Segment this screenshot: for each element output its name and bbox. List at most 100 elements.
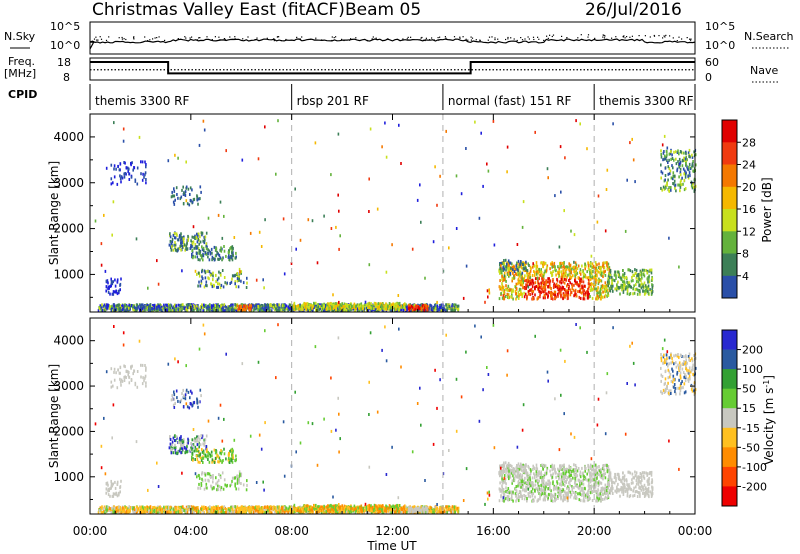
power-cell: [183, 306, 186, 310]
power-cell: [596, 263, 598, 267]
power-cell: [680, 150, 682, 154]
power-cell: [305, 307, 308, 311]
power-cell: [531, 292, 534, 296]
power-cell: [238, 267, 241, 271]
power-speckle: [597, 194, 600, 198]
velocity-cell: [329, 505, 332, 509]
power-cell: [136, 303, 139, 307]
power-cell: [642, 285, 644, 289]
power-cell: [413, 307, 415, 311]
noise-series: [89, 34, 696, 50]
power-cell: [579, 279, 581, 283]
power-cell: [507, 263, 509, 267]
power-cell: [195, 246, 197, 250]
power-cell: [669, 152, 672, 156]
power-speckle: [516, 243, 519, 246]
power-cell: [540, 281, 542, 285]
power-speckle: [337, 193, 339, 197]
power-cell: [365, 303, 368, 307]
power-cell: [550, 297, 553, 300]
power-cell: [196, 272, 198, 276]
power-cell: [513, 274, 516, 278]
power-cell: [281, 304, 284, 308]
power-cell: [605, 289, 607, 293]
nsearch-point: [108, 36, 110, 38]
nsearch-point: [604, 35, 606, 37]
power-cell: [197, 307, 200, 311]
power-cell: [287, 308, 289, 312]
power-cell: [216, 285, 218, 289]
power-cell: [364, 303, 366, 307]
power-cell: [123, 309, 126, 313]
power-cell: [361, 307, 364, 311]
power-cell: [300, 307, 302, 311]
power-cell: [643, 281, 646, 285]
power-cell: [592, 287, 594, 291]
power-cell: [190, 308, 193, 311]
power-cell: [582, 276, 584, 280]
nsearch-point: [672, 37, 674, 39]
power-cell: [294, 307, 297, 311]
power-cell: [353, 302, 356, 306]
power-cell: [151, 307, 153, 310]
power-cell: [170, 248, 173, 252]
power-cell: [529, 283, 531, 287]
power-cell: [262, 307, 265, 311]
power-cell: [201, 268, 204, 272]
power-cell: [684, 187, 687, 191]
power-cell: [383, 304, 385, 308]
velocity-cell: [418, 506, 421, 510]
power-cell: [136, 166, 139, 170]
nsearch-point: [491, 36, 493, 38]
power-cell: [623, 276, 626, 280]
power-cell: [622, 273, 624, 277]
power-cell: [595, 287, 598, 291]
power-cell: [136, 306, 139, 310]
power-cell: [647, 277, 650, 281]
power-cell: [261, 306, 263, 310]
power-cell: [559, 290, 561, 294]
power-cell: [688, 154, 690, 158]
power-cell: [339, 307, 341, 311]
nsearch-point: [410, 36, 412, 38]
nsearch-point: [158, 36, 160, 38]
power-cell: [175, 309, 177, 313]
velocity-cell: [152, 506, 154, 510]
power-speckle: [478, 216, 481, 220]
power-cell: [541, 287, 543, 291]
power-cell: [556, 279, 559, 283]
nave-tick-top: 60: [705, 56, 719, 69]
power-cell: [512, 297, 514, 301]
power-speckle: [385, 155, 388, 159]
power-cell: [544, 261, 547, 265]
power-cell: [692, 164, 694, 168]
power-speckle: [233, 236, 236, 239]
power-cell: [283, 304, 286, 308]
power-cell: [358, 306, 361, 310]
power-cell: [661, 171, 664, 175]
power-cell: [595, 297, 597, 301]
power-cell: [436, 306, 439, 309]
power-cell: [114, 284, 117, 288]
power-cell: [565, 272, 567, 276]
power-cell: [160, 309, 163, 313]
power-cell: [217, 309, 220, 313]
power-cell: [618, 275, 621, 279]
velocity-cell: [145, 508, 148, 512]
power-cell: [644, 289, 646, 293]
power-cell: [559, 261, 561, 265]
nsearch-point: [147, 40, 149, 42]
power-cell: [285, 304, 288, 308]
power-cell: [579, 272, 582, 276]
power-cell: [693, 150, 695, 154]
power-cell: [353, 306, 355, 309]
power-cell: [267, 307, 269, 311]
nsearch-point: [543, 39, 545, 41]
nsearch-point: [653, 34, 655, 37]
nsearch-point: [133, 36, 135, 38]
power-cell: [552, 286, 555, 289]
nsearch-point: [462, 36, 464, 38]
power-cell: [602, 263, 605, 267]
power-speckle: [104, 269, 107, 273]
power-speckle: [486, 162, 488, 166]
